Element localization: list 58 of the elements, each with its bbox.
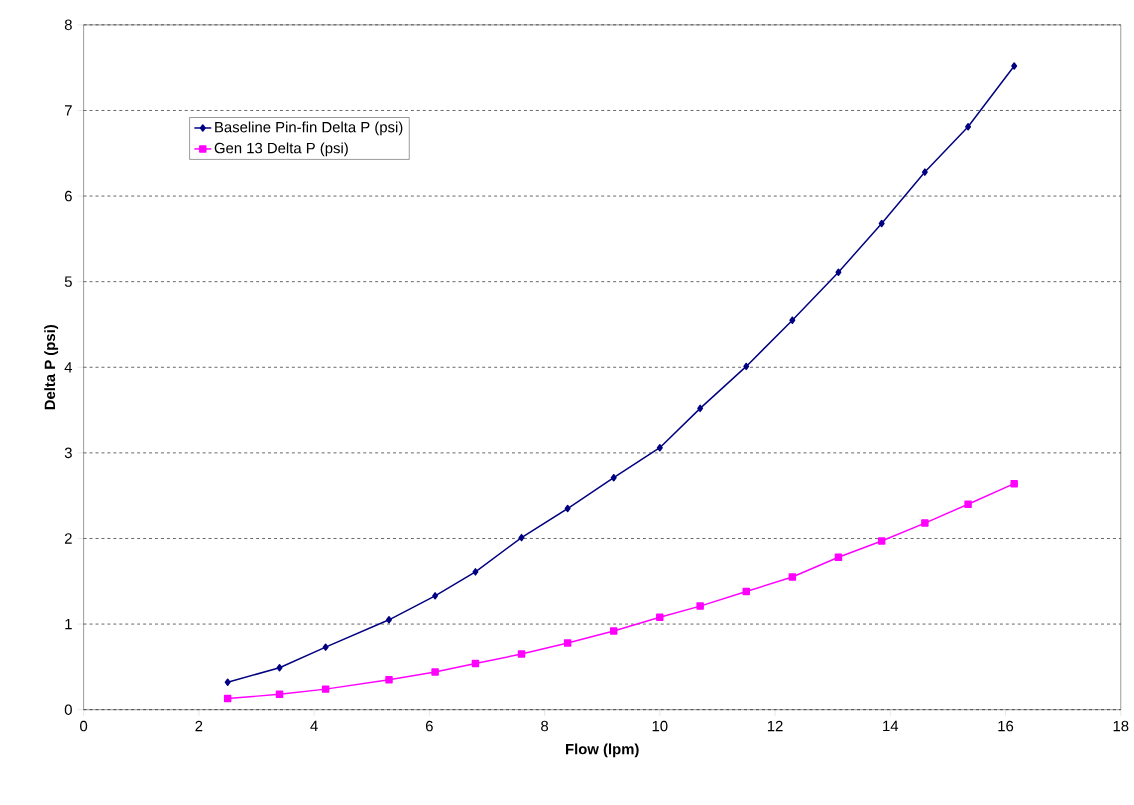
point [564, 504, 571, 513]
point [835, 268, 842, 276]
y-tick-label: 3 [64, 447, 72, 459]
point [1011, 62, 1018, 70]
point [1010, 479, 1018, 488]
point [656, 443, 663, 452]
point [321, 685, 330, 693]
point [610, 473, 617, 482]
point [431, 668, 439, 676]
point [656, 613, 664, 621]
x-tick-label: 16 [998, 720, 1014, 732]
point [472, 568, 479, 576]
x-tick-label: 4 [310, 720, 318, 731]
x-tick-label: 0 [80, 720, 88, 732]
y-tick-label: 4 [64, 362, 73, 373]
y-tick-label: 2 [64, 533, 72, 544]
point [964, 500, 972, 508]
x-tick-label: 12 [767, 720, 783, 732]
y-tick-label: 7 [64, 105, 72, 116]
point [223, 694, 232, 703]
point [609, 627, 618, 635]
legend-label: Baseline Pin-fin Delta P (psi) [215, 121, 403, 136]
legend-label: Gen 13 Delta P (psi) [214, 142, 348, 157]
point [877, 537, 886, 545]
point [385, 675, 393, 684]
point [224, 678, 231, 686]
point [965, 122, 972, 131]
point [275, 690, 284, 698]
point [921, 168, 928, 176]
point [743, 362, 750, 371]
y-axis-title: Delta P (psi) [44, 324, 59, 410]
y-tick-label: 1 [65, 618, 72, 630]
y-tick-label: 8 [64, 19, 72, 31]
x-tick-label: 6 [425, 720, 433, 732]
point [742, 587, 750, 596]
point [322, 643, 329, 651]
point [878, 219, 885, 228]
point [921, 519, 929, 527]
point [471, 659, 480, 668]
point [563, 639, 572, 647]
y-tick-label: 0 [64, 704, 72, 715]
point [276, 663, 283, 672]
point [834, 553, 843, 561]
point [518, 533, 525, 542]
y-tick-label: 5 [64, 276, 72, 287]
point [517, 650, 526, 658]
x-tick-label: 8 [541, 720, 549, 732]
point [697, 404, 704, 412]
point [789, 316, 796, 324]
x-axis-title: Flow (lpm) [566, 743, 639, 758]
x-tick-label: 18 [1113, 720, 1129, 732]
y-tick-label: 6 [64, 190, 72, 202]
point [696, 602, 704, 610]
point [432, 591, 439, 600]
x-tick-label: 2 [195, 720, 203, 732]
point [788, 573, 797, 581]
x-tick-label: 10 [652, 720, 668, 732]
x-tick-label: 14 [883, 720, 899, 731]
